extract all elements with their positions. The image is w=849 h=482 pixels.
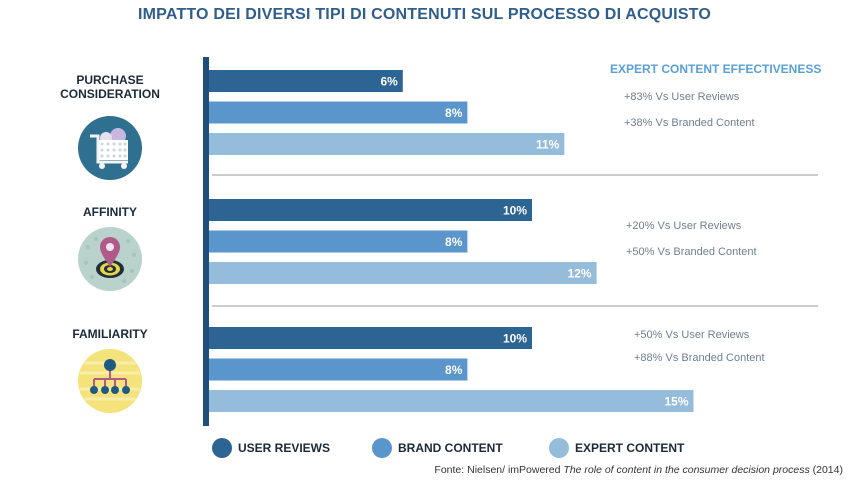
legend-label-expert-content: EXPERT CONTENT [575, 441, 685, 455]
network-hierarchy-icon [78, 349, 142, 413]
legend-swatch-brand-content [372, 438, 392, 458]
bar-label-purchase-consideration-brand-content: 8% [445, 106, 463, 120]
bar-affinity-brand-content [209, 230, 468, 253]
note-purchase-vs-user-reviews: +83% Vs User Reviews [624, 91, 740, 103]
category-label-familiarity: FAMILIARITY [72, 327, 148, 341]
bar-label-familiarity-user-reviews: 10% [503, 332, 527, 346]
bar-familiarity-user-reviews [209, 327, 532, 349]
source-suffix: (2014) [809, 464, 843, 476]
note-affinity-vs-branded: +50% Vs Branded Content [626, 246, 757, 258]
bar-purchase-consideration-brand-content [209, 101, 468, 124]
source-note: Fonte: Nielsen/ imPowered The role of co… [434, 464, 843, 476]
expert-effectiveness-header: EXPERT CONTENT EFFECTIVENESS [610, 62, 822, 76]
bar-label-affinity-user-reviews: 10% [503, 204, 527, 218]
bar-purchase-consideration-expert-content [209, 133, 565, 155]
source-title: The role of content in the consumer deci… [563, 464, 810, 476]
note-familiarity-vs-user-reviews: +50% Vs User Reviews [634, 329, 750, 341]
bar-label-purchase-consideration-user-reviews: 6% [380, 75, 398, 89]
note-familiarity-vs-branded: +88% Vs Branded Content [634, 352, 765, 364]
vertical-axis [203, 57, 209, 426]
bar-affinity-expert-content [209, 262, 597, 284]
bar-label-affinity-brand-content: 8% [445, 235, 463, 249]
note-purchase-vs-branded: +38% Vs Branded Content [624, 117, 755, 129]
bar-familiarity-expert-content [209, 390, 694, 412]
bar-familiarity-brand-content [209, 358, 468, 381]
chart-title: IMPATTO DEI DIVERSI TIPI DI CONTENUTI SU… [137, 6, 712, 23]
legend-label-user-reviews: USER REVIEWS [238, 441, 331, 455]
bar-label-familiarity-brand-content: 8% [445, 363, 463, 377]
bar-label-affinity-expert-content: 12% [568, 267, 592, 281]
shopping-cart-icon [78, 116, 142, 180]
bar-label-familiarity-expert-content: 15% [664, 395, 688, 409]
category-label-purchase-consideration: PURCHASE CONSIDERATION [60, 73, 160, 101]
bar-label-purchase-consideration-expert-content: 11% [536, 138, 560, 152]
legend-label-brand-content: BRAND CONTENT [398, 441, 503, 455]
bar-purchase-consideration-user-reviews [209, 70, 403, 92]
source-prefix: Fonte: Nielsen/ imPowered [434, 464, 564, 476]
category-label-affinity: AFFINITY [83, 205, 137, 219]
legend-swatch-expert-content [549, 438, 569, 458]
location-target-icon [78, 227, 142, 291]
note-affinity-vs-user-reviews: +20% Vs User Reviews [626, 220, 742, 232]
bar-affinity-user-reviews [209, 199, 532, 221]
legend-swatch-user-reviews [212, 438, 232, 458]
